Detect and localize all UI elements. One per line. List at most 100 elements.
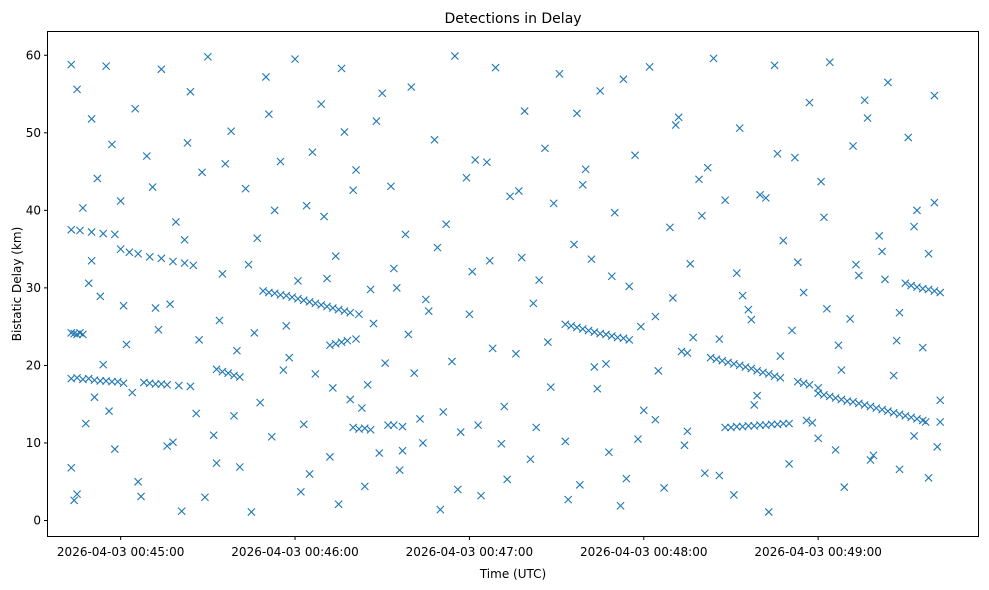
detection-point (299, 420, 308, 429)
detection-point (186, 87, 195, 96)
detection-point (171, 217, 180, 226)
detection-point (665, 223, 674, 232)
detection-point (747, 315, 756, 324)
detection-point (296, 487, 305, 496)
detection-point (633, 435, 642, 444)
x-tick-label: 2026-04-03 00:49:00 (754, 545, 881, 559)
detection-point (790, 153, 799, 162)
detection-point (352, 335, 361, 344)
detection-point (779, 419, 788, 428)
detection-point (189, 261, 198, 270)
detection-point (468, 267, 477, 276)
detection-point (328, 383, 337, 392)
detection-point (389, 264, 398, 273)
detection-point (401, 230, 410, 239)
detection-point (436, 505, 445, 514)
detection-point (186, 382, 195, 391)
detection-point (936, 288, 945, 297)
detection-point (703, 163, 712, 172)
detection-point (677, 347, 686, 356)
detection-point (218, 269, 227, 278)
x-axis: 2026-04-03 00:45:00 2026-04-03 00:46:00 20… (57, 536, 882, 559)
detection-point (764, 507, 773, 516)
detection-point (230, 371, 238, 380)
detection-point (645, 62, 654, 71)
detection-point (529, 299, 538, 308)
detection-point (904, 133, 913, 142)
detection-point (808, 418, 817, 427)
detection-point (311, 369, 320, 378)
detection-point (849, 141, 858, 150)
detection-point (587, 255, 596, 264)
detection-point (712, 355, 721, 364)
detection-point (610, 208, 619, 217)
detection-point (250, 328, 259, 337)
detection-point (700, 469, 709, 478)
detection-point (421, 295, 430, 304)
y-tick-label: 30 (26, 281, 41, 295)
detection-point (497, 439, 506, 448)
detection-point (520, 107, 529, 116)
detection-point (724, 358, 733, 367)
detection-point (555, 69, 564, 78)
detection-point (107, 377, 116, 386)
detection-point (267, 432, 276, 441)
detection-point (235, 373, 244, 382)
detection-point (447, 357, 456, 366)
detection-point (157, 65, 166, 74)
detection-point (416, 414, 424, 423)
detection-point (912, 414, 921, 423)
detection-point (360, 424, 369, 433)
detection-point (924, 285, 933, 294)
detection-point (805, 380, 814, 389)
detection-point (215, 316, 224, 325)
detection-point (785, 459, 794, 468)
x-tick-label: 2026-04-03 00:48:00 (580, 545, 707, 559)
chart-title: Detections in Delay (444, 11, 581, 27)
detection-point (116, 245, 125, 254)
detection-point (930, 286, 939, 295)
detection-point (793, 258, 802, 267)
y-axis: 0 10 20 30 40 50 60 (26, 48, 48, 527)
detection-point (232, 346, 241, 355)
detection-point (311, 299, 320, 308)
detection-point (869, 451, 878, 460)
scatter-points (67, 52, 945, 516)
detection-point (75, 226, 84, 235)
detection-point (706, 353, 715, 362)
detection-point (883, 78, 892, 87)
detection-point (776, 352, 785, 361)
detection-point (921, 418, 930, 427)
detection-point (590, 328, 599, 337)
detection-point (860, 96, 869, 105)
detection-point (346, 308, 355, 317)
detection-point (735, 124, 744, 133)
detection-point (218, 367, 227, 376)
detection-point (67, 225, 76, 234)
detection-point (546, 383, 555, 392)
detection-point (895, 410, 904, 419)
detection-point (651, 415, 660, 424)
detection-point (814, 434, 823, 443)
detection-point (285, 353, 294, 362)
detection-point (619, 75, 628, 84)
detection-point (901, 411, 910, 420)
detection-point (224, 369, 233, 378)
detection-point (506, 192, 515, 201)
detection-point (87, 228, 96, 237)
detection-point (102, 62, 111, 71)
detection-point (779, 236, 788, 245)
detection-point (119, 301, 128, 310)
detection-point (270, 206, 279, 215)
detection-point (99, 360, 108, 369)
detection-point (198, 168, 207, 177)
detection-point (517, 253, 526, 262)
detection-point (619, 334, 628, 343)
detection-point (70, 496, 79, 505)
detection-point (622, 474, 631, 483)
detection-point (732, 422, 741, 431)
y-tick-label: 0 (33, 513, 41, 527)
detection-point (110, 230, 119, 239)
detection-point (729, 490, 738, 499)
detection-point (261, 72, 270, 81)
